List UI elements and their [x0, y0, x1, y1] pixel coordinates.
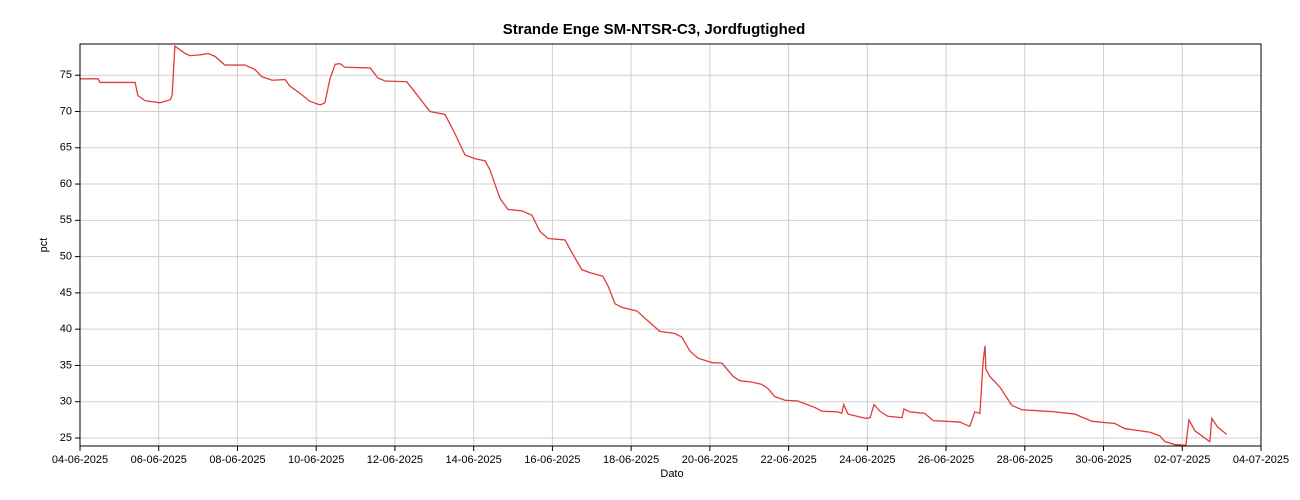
x-axis-label: Dato: [660, 468, 683, 480]
x-tick-label: 16-06-2025: [524, 454, 580, 466]
x-tick-label: 10-06-2025: [288, 454, 344, 466]
y-tick-label: 65: [60, 142, 72, 154]
y-axis-label: pct: [38, 238, 50, 253]
plot-frame: [79, 43, 1262, 447]
y-tick-label: 60: [60, 178, 72, 190]
y-tick-label: 25: [60, 432, 72, 444]
y-tick-label: 70: [60, 105, 72, 117]
grid: [79, 44, 1262, 446]
x-tick-label: 20-06-2025: [682, 454, 738, 466]
x-tick-label: 02-07-2025: [1154, 454, 1210, 466]
y-tick-label: 75: [60, 69, 72, 81]
y-tick-label: 55: [60, 214, 72, 226]
x-tick-label: 18-06-2025: [603, 454, 659, 466]
chart-title: Strande Enge SM-NTSR-C3, Jordfugtighed: [503, 21, 806, 38]
y-tick-label: 40: [60, 323, 72, 335]
x-tick-label: 06-06-2025: [131, 454, 187, 466]
x-tick-label: 04-06-2025: [52, 454, 108, 466]
y-tick-label: 35: [60, 359, 72, 371]
data-line: [80, 44, 1228, 446]
y-tick-label: 50: [60, 251, 72, 263]
y-tick-label: 30: [60, 396, 72, 408]
x-tick-label: 08-06-2025: [209, 454, 265, 466]
plot: [80, 44, 1228, 446]
x-tick-label: 30-06-2025: [1075, 454, 1131, 466]
y-tick-label: 45: [60, 287, 72, 299]
x-tick-label: 28-06-2025: [997, 454, 1053, 466]
x-tick-label: 26-06-2025: [918, 454, 974, 466]
x-tick-label: 14-06-2025: [446, 454, 502, 466]
x-tick-label: 24-06-2025: [839, 454, 895, 466]
x-tick-label: 22-06-2025: [760, 454, 816, 466]
x-tick-label: 12-06-2025: [367, 454, 423, 466]
x-tick-label: 04-07-2025: [1233, 454, 1289, 466]
